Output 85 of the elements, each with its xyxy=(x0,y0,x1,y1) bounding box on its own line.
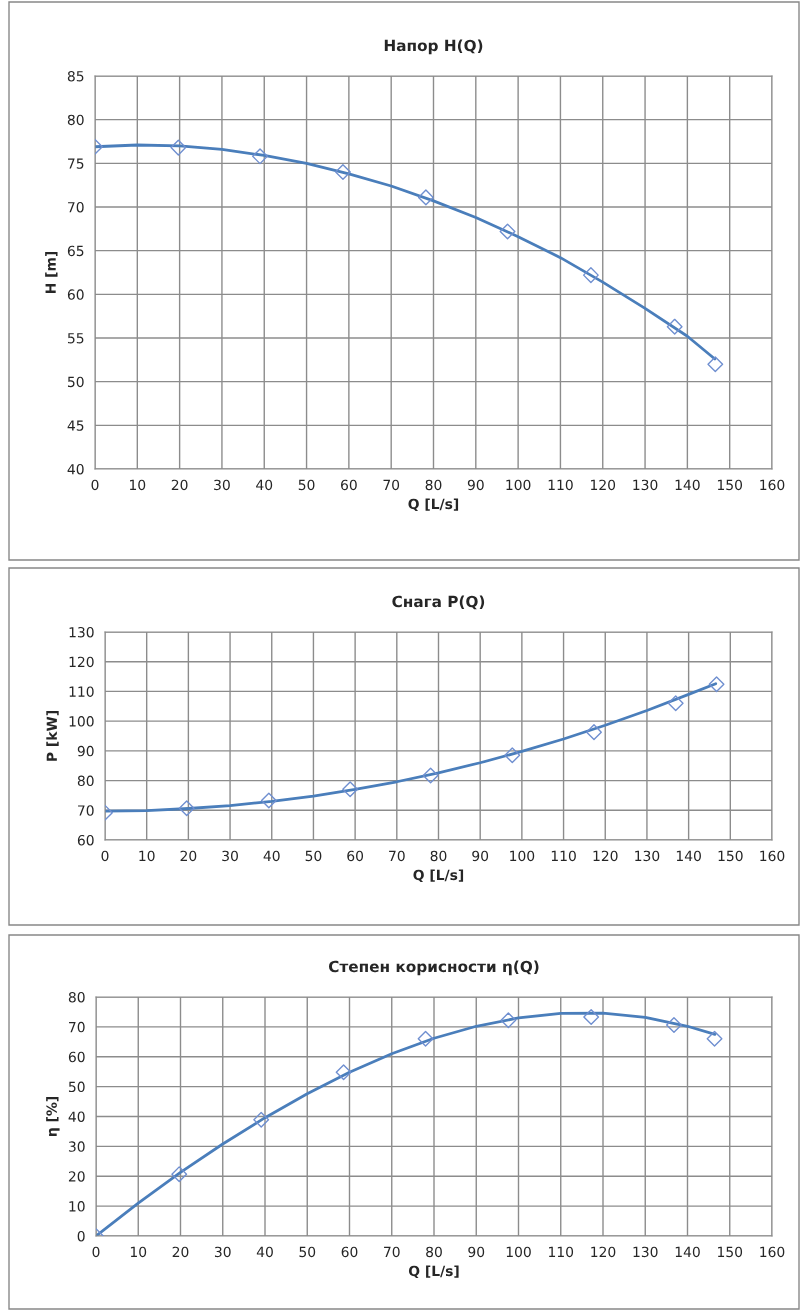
x-tick-label: 10 xyxy=(130,1246,147,1258)
x-tick-label: 90 xyxy=(472,850,489,862)
x-tick-label: 140 xyxy=(675,1246,700,1258)
x-tick-label: 50 xyxy=(298,479,315,491)
y-tick-label: 120 xyxy=(69,656,94,668)
x-tick-label: 140 xyxy=(675,479,700,491)
x-tick-label: 70 xyxy=(384,1246,400,1258)
x-tick-label: 120 xyxy=(591,479,616,491)
x-tick-label: 160 xyxy=(760,850,785,862)
x-tick-label: 50 xyxy=(299,1246,316,1258)
chart-title: Напор H(Q) xyxy=(384,39,483,55)
x-tick-label: 100 xyxy=(506,1246,531,1258)
x-axis-title: Q [L/s] xyxy=(408,1265,459,1278)
y-axis-title: P [kW] xyxy=(46,711,59,761)
x-tick-label: 40 xyxy=(263,850,280,862)
x-tick-label: 90 xyxy=(467,479,484,491)
x-tick-label: 150 xyxy=(718,850,743,862)
y-tick-label: 60 xyxy=(67,289,84,300)
y-tick-label: 65 xyxy=(67,245,84,257)
x-tick-label: 60 xyxy=(347,850,364,862)
x-tick-label: 130 xyxy=(633,479,658,491)
y-tick-label: 90 xyxy=(77,745,94,757)
y-tick-label: 40 xyxy=(68,1111,85,1122)
y-tick-label: 80 xyxy=(67,114,84,126)
x-tick-label: 10 xyxy=(130,479,146,491)
x-tick-label: 120 xyxy=(593,850,618,862)
y-tick-label: 30 xyxy=(68,1141,85,1152)
y-tick-label: 70 xyxy=(78,805,94,816)
x-tick-label: 150 xyxy=(717,479,743,491)
x-tick-label: 100 xyxy=(506,479,531,491)
x-axis-title: Q [L/s] xyxy=(408,498,459,511)
y-tick-label: 70 xyxy=(69,1021,85,1033)
x-tick-label: 140 xyxy=(676,850,701,862)
x-tick-label: 110 xyxy=(551,850,576,862)
x-tick-label: 80 xyxy=(430,850,447,862)
x-tick-label: 50 xyxy=(305,850,322,862)
y-tick-label: 0 xyxy=(77,1230,85,1242)
y-tick-label: 100 xyxy=(69,716,94,727)
x-tick-label: 30 xyxy=(214,1246,231,1258)
x-tick-label: 100 xyxy=(510,850,535,862)
x-tick-label: 30 xyxy=(214,479,230,491)
y-tick-label: 85 xyxy=(67,70,84,82)
y-tick-label: 60 xyxy=(68,1051,85,1063)
x-tick-label: 110 xyxy=(548,479,573,491)
x-tick-label: 160 xyxy=(760,479,785,491)
x-tick-label: 70 xyxy=(389,850,405,862)
x-tick-label: 0 xyxy=(101,850,109,862)
x-tick-label: 160 xyxy=(760,1246,785,1258)
y-tick-label: 50 xyxy=(68,1081,85,1093)
y-tick-label: 130 xyxy=(69,626,94,638)
x-tick-label: 20 xyxy=(172,1246,189,1258)
x-tick-label: 70 xyxy=(383,479,400,491)
x-tick-label: 90 xyxy=(468,1246,485,1258)
x-tick-label: 130 xyxy=(633,1246,658,1258)
y-tick-label: 80 xyxy=(77,775,94,787)
y-tick-label: 55 xyxy=(67,333,84,344)
y-tick-label: 70 xyxy=(68,201,84,213)
x-tick-label: 20 xyxy=(171,479,188,491)
x-tick-label: 120 xyxy=(591,1246,616,1258)
x-tick-label: 20 xyxy=(180,850,197,862)
x-tick-label: 40 xyxy=(256,1246,273,1258)
y-axis-title: H [m] xyxy=(45,251,58,294)
x-axis-title: Q [L/s] xyxy=(413,869,464,882)
x-tick-label: 110 xyxy=(549,1246,574,1258)
chart-title: Степен корисности η(Q) xyxy=(328,960,539,976)
y-tick-label: 60 xyxy=(77,834,94,846)
x-tick-label: 30 xyxy=(222,850,238,862)
x-tick-label: 80 xyxy=(425,479,442,491)
x-tick-label: 60 xyxy=(341,479,357,491)
y-tick-label: 10 xyxy=(69,1201,85,1212)
y-tick-label: 110 xyxy=(69,686,94,697)
x-tick-label: 40 xyxy=(256,479,273,491)
y-tick-label: 20 xyxy=(68,1171,85,1182)
x-tick-label: 80 xyxy=(426,1246,442,1258)
x-tick-label: 130 xyxy=(635,850,660,862)
y-axis-title: η [%] xyxy=(46,1097,60,1136)
y-tick-label: 80 xyxy=(68,991,85,1003)
y-tick-label: 50 xyxy=(67,376,84,388)
y-tick-label: 45 xyxy=(67,420,84,431)
y-tick-label: 40 xyxy=(67,463,84,475)
chart-title: Снага P(Q) xyxy=(392,595,485,610)
x-tick-label: 10 xyxy=(139,850,155,862)
x-tick-label: 60 xyxy=(341,1246,358,1258)
x-tick-label: 150 xyxy=(718,1246,743,1258)
y-tick-label: 75 xyxy=(68,158,84,169)
